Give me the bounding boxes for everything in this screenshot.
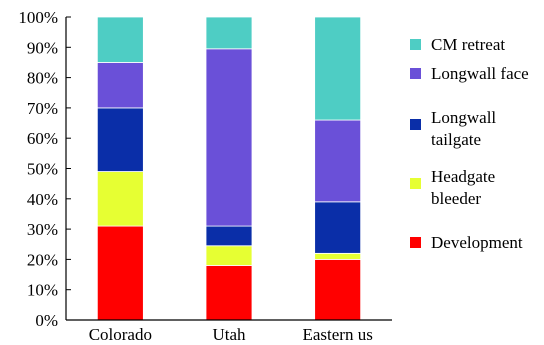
- legend-label: Longwall face: [431, 64, 529, 83]
- legend-swatch: [410, 39, 421, 50]
- legend-item: Longwall face: [410, 64, 529, 83]
- bar-segment: [205, 48, 253, 227]
- legend-label: Longwall: [431, 108, 496, 127]
- bar-segment: [205, 16, 253, 50]
- bar-segment: [96, 225, 144, 321]
- y-tick-label: 70%: [27, 99, 58, 118]
- legend-item: Development: [410, 233, 523, 252]
- y-tick-label: 50%: [27, 160, 58, 179]
- y-tick-label: 90%: [27, 38, 58, 57]
- bar-segment: [205, 265, 253, 321]
- bars: [96, 16, 362, 321]
- x-category-label: Eastern us: [302, 325, 372, 344]
- legend-swatch: [410, 119, 421, 130]
- axes: [65, 17, 392, 321]
- legend-item: CM retreat: [410, 35, 505, 54]
- x-category-label: Colorado: [89, 325, 152, 344]
- legend-label: Headgate: [431, 167, 495, 186]
- legend-label: Development: [431, 233, 523, 252]
- legend-swatch: [410, 237, 421, 248]
- bar-segment: [96, 16, 144, 63]
- y-tick-label: 0%: [35, 311, 58, 330]
- legend-label: CM retreat: [431, 35, 505, 54]
- bar-segment: [314, 119, 362, 203]
- legend-item: Longwall tailgate: [410, 108, 496, 149]
- y-tick-label: 20%: [27, 250, 58, 269]
- legend-item: Headgate bleeder: [410, 167, 495, 208]
- y-tick-label: 100%: [18, 8, 58, 27]
- bar-segment: [314, 252, 362, 260]
- y-tick-label: 30%: [27, 220, 58, 239]
- bar-segment: [314, 16, 362, 121]
- bar-segment: [205, 245, 253, 266]
- x-category-label: Utah: [212, 325, 246, 344]
- bar-segment: [314, 258, 362, 321]
- y-tick-label: 40%: [27, 190, 58, 209]
- bar-segment: [96, 171, 144, 227]
- y-tick-label: 10%: [27, 281, 58, 300]
- y-tick-label: 60%: [27, 129, 58, 148]
- y-axis-ticks: 0% 10% 20% 30% 40% 50% 60% 70% 80% 90% 100%: [18, 8, 71, 330]
- bar-segment: [96, 62, 144, 109]
- y-tick-label: 80%: [27, 69, 58, 88]
- legend: CM retreat Longwall face Longwall tailgate H…: [410, 35, 529, 252]
- legend-swatch: [410, 178, 421, 189]
- bar-segment: [205, 225, 253, 247]
- legend-label: tailgate: [431, 130, 481, 149]
- legend-label: bleeder: [431, 189, 481, 208]
- bar-segment: [96, 107, 144, 172]
- bar-segment: [314, 201, 362, 254]
- legend-swatch: [410, 68, 421, 79]
- x-axis-category-labels: Colorado Utah Eastern us: [89, 325, 373, 344]
